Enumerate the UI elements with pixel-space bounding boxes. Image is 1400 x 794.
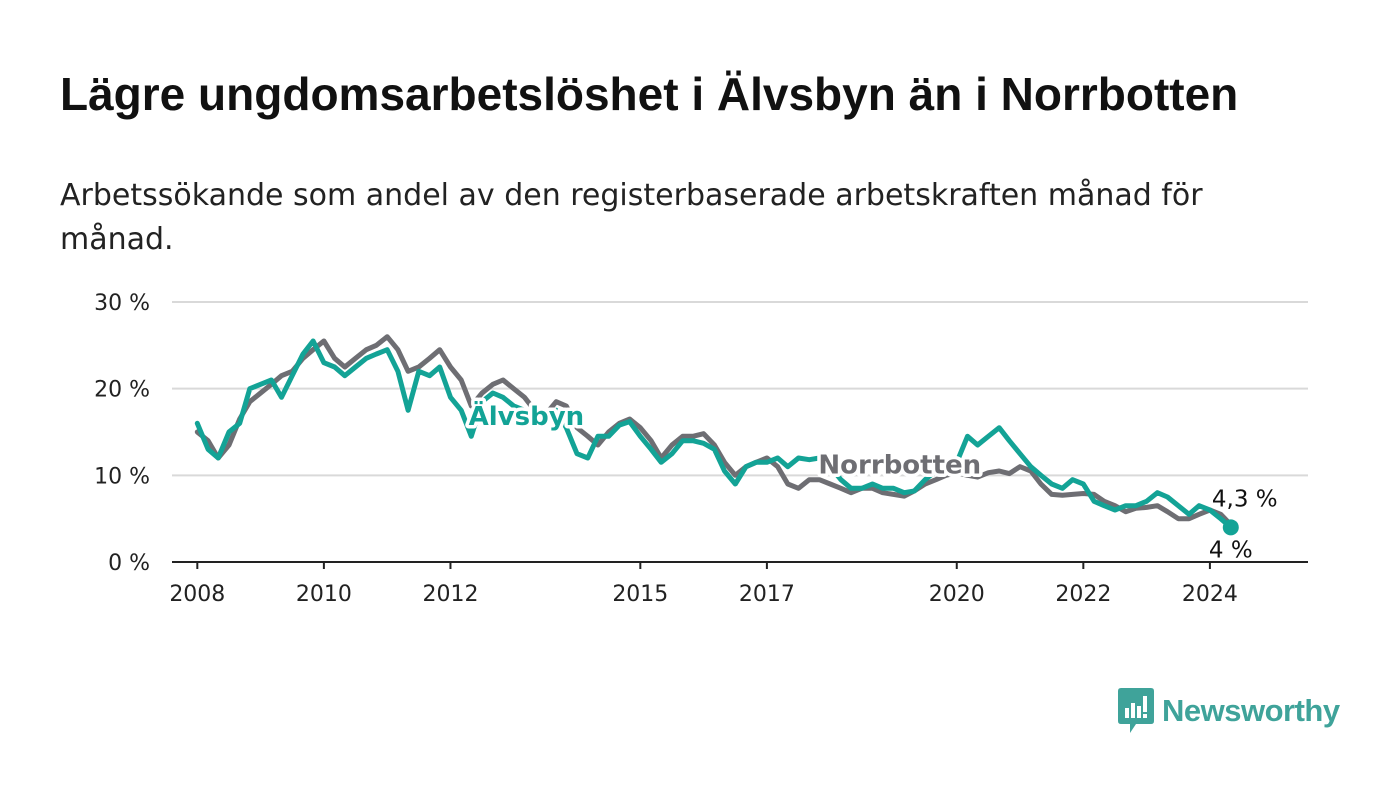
x-axis-ticks: 2008 2010 2012 2015 2017 2020 2022 2024 <box>169 562 1238 607</box>
y-tick-label: 10 % <box>94 464 150 489</box>
chart-subtitle: Arbetssökande som andel av den registerb… <box>60 178 1203 257</box>
x-tick-label: 2008 <box>169 582 225 607</box>
x-tick-label: 2017 <box>739 582 795 607</box>
newsworthy-logo: Newsworthy <box>1118 688 1340 734</box>
gridlines <box>172 301 1308 563</box>
chart-title: Lägre ungdomsarbetslöshet i Älvsbyn än i… <box>60 68 1239 120</box>
annotation-alvsbyn: Älvsbyn <box>469 400 585 432</box>
y-axis-ticks: 0 % 10 % 20 % 30 % <box>94 291 150 576</box>
annotation-norrbotten: Norrbotten <box>818 450 981 480</box>
series-line-alvsbyn <box>194 338 1234 530</box>
newsworthy-logo-icon <box>1118 688 1154 733</box>
end-value-label-norrbotten: 4,3 % <box>1212 487 1278 513</box>
series-lines <box>194 334 1239 536</box>
y-tick-label: 20 % <box>94 378 150 403</box>
series-line-norrbotten <box>194 334 1234 528</box>
end-value-label-alvsbyn: 4 % <box>1209 537 1253 563</box>
x-tick-label: 2015 <box>612 582 668 607</box>
y-tick-label: 0 % <box>108 551 150 576</box>
y-tick-label: 30 % <box>94 291 150 316</box>
x-tick-label: 2012 <box>422 582 478 607</box>
x-tick-label: 2022 <box>1055 582 1111 607</box>
series-end-point-alvsbyn <box>1222 519 1239 536</box>
x-tick-label: 2024 <box>1182 582 1238 607</box>
x-tick-label: 2010 <box>296 582 352 607</box>
x-tick-label: 2020 <box>929 582 985 607</box>
brand-name: Newsworthy <box>1162 693 1340 728</box>
series-labels: Älvsbyn Norrbotten 4,3 % 4 % <box>465 397 1280 566</box>
